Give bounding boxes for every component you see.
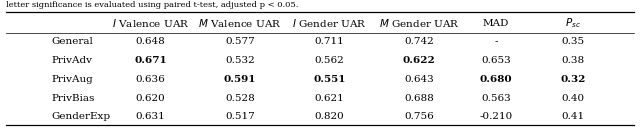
Text: 0.41: 0.41 xyxy=(561,112,584,121)
Text: MAD: MAD xyxy=(483,19,509,28)
Text: 0.621: 0.621 xyxy=(315,94,344,103)
Text: 0.742: 0.742 xyxy=(404,37,434,46)
Text: 0.532: 0.532 xyxy=(225,56,255,65)
Text: 0.680: 0.680 xyxy=(480,75,512,84)
Text: -0.210: -0.210 xyxy=(479,112,513,121)
Text: $P_{sc}$: $P_{sc}$ xyxy=(565,16,580,30)
Text: PrivBias: PrivBias xyxy=(51,94,95,103)
Text: 0.517: 0.517 xyxy=(225,112,255,121)
Text: 0.711: 0.711 xyxy=(315,37,344,46)
Text: General: General xyxy=(51,37,93,46)
Text: 0.631: 0.631 xyxy=(136,112,165,121)
Text: 0.688: 0.688 xyxy=(404,94,434,103)
Text: PrivAug: PrivAug xyxy=(51,75,93,84)
Text: 0.671: 0.671 xyxy=(134,56,167,65)
Text: 0.756: 0.756 xyxy=(404,112,434,121)
Text: 0.563: 0.563 xyxy=(481,94,511,103)
Text: 0.528: 0.528 xyxy=(225,94,255,103)
Text: -: - xyxy=(494,37,498,46)
Text: 0.653: 0.653 xyxy=(481,56,511,65)
Text: 0.820: 0.820 xyxy=(315,112,344,121)
Text: 0.643: 0.643 xyxy=(404,75,434,84)
Text: 0.562: 0.562 xyxy=(315,56,344,65)
Text: 0.591: 0.591 xyxy=(224,75,256,84)
Text: 0.648: 0.648 xyxy=(136,37,165,46)
Text: 0.551: 0.551 xyxy=(314,75,346,84)
Text: 0.32: 0.32 xyxy=(560,75,586,84)
Text: 0.38: 0.38 xyxy=(561,56,584,65)
Text: 0.620: 0.620 xyxy=(136,94,165,103)
Text: $\mathit{I}$ Valence UAR: $\mathit{I}$ Valence UAR xyxy=(111,17,189,29)
Text: 0.636: 0.636 xyxy=(136,75,165,84)
Text: $\mathit{M}$ Gender UAR: $\mathit{M}$ Gender UAR xyxy=(379,17,460,29)
Text: PrivAdv: PrivAdv xyxy=(51,56,92,65)
Text: GenderExp: GenderExp xyxy=(51,112,110,121)
Text: 0.622: 0.622 xyxy=(403,56,436,65)
Text: 0.35: 0.35 xyxy=(561,37,584,46)
Text: $\mathit{M}$ Valence UAR: $\mathit{M}$ Valence UAR xyxy=(198,17,282,29)
Text: 0.577: 0.577 xyxy=(225,37,255,46)
Text: letter significance is evaluated using paired t-test, adjusted p < 0.05.: letter significance is evaluated using p… xyxy=(6,1,299,9)
Text: $\mathit{I}$ Gender UAR: $\mathit{I}$ Gender UAR xyxy=(292,17,367,29)
Text: 0.40: 0.40 xyxy=(561,94,584,103)
